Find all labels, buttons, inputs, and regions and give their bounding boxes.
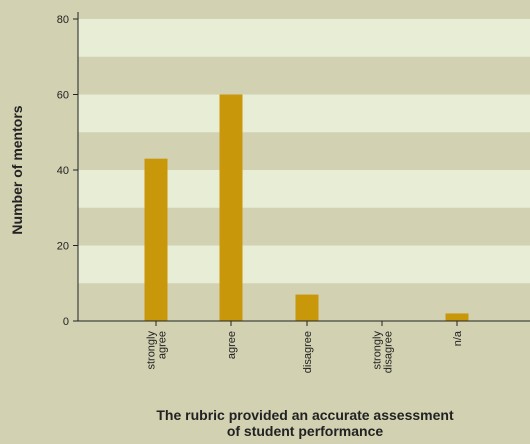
bar [219,94,243,321]
x-axis-category-labels: strongly agree agree disagree strongly disagr… [146,321,464,374]
category-label-line: strongly [372,331,384,370]
category-label-line: strongly [146,331,158,370]
plot-background-bands [78,19,530,321]
category-label-line: agree [157,331,169,359]
y-tick-label: 0 [63,316,69,328]
category-label-line: agree [226,331,238,359]
y-axis-ticks: 0 20 40 60 80 [57,14,78,328]
bar [144,158,168,321]
y-tick-label: 60 [57,90,69,102]
axes [77,12,530,322]
y-axis-title: Number of mentors [9,105,25,234]
category-label: n/a [452,330,464,346]
y-tick-label: 20 [57,241,69,253]
category-label: strongly agree [146,331,169,370]
x-axis-title-line: The rubric provided an accurate assessme… [156,407,454,423]
bar [295,294,319,321]
grid-band [78,19,530,57]
category-label: agree [226,331,238,359]
x-axis-title-line: of student performance [227,423,384,439]
grid-band [78,94,530,133]
y-tick-label: 40 [57,165,69,177]
x-axis-title: The rubric provided an accurate assessme… [156,407,454,439]
category-label-line: n/a [452,330,464,346]
bar [445,313,469,321]
y-tick-label: 80 [57,14,69,26]
bars [144,94,469,321]
category-label: strongly disagree [372,331,395,374]
category-label: disagree [302,331,314,373]
category-label-line: disagree [302,331,314,373]
grid-band [78,56,530,95]
category-label-line: disagree [383,331,395,373]
